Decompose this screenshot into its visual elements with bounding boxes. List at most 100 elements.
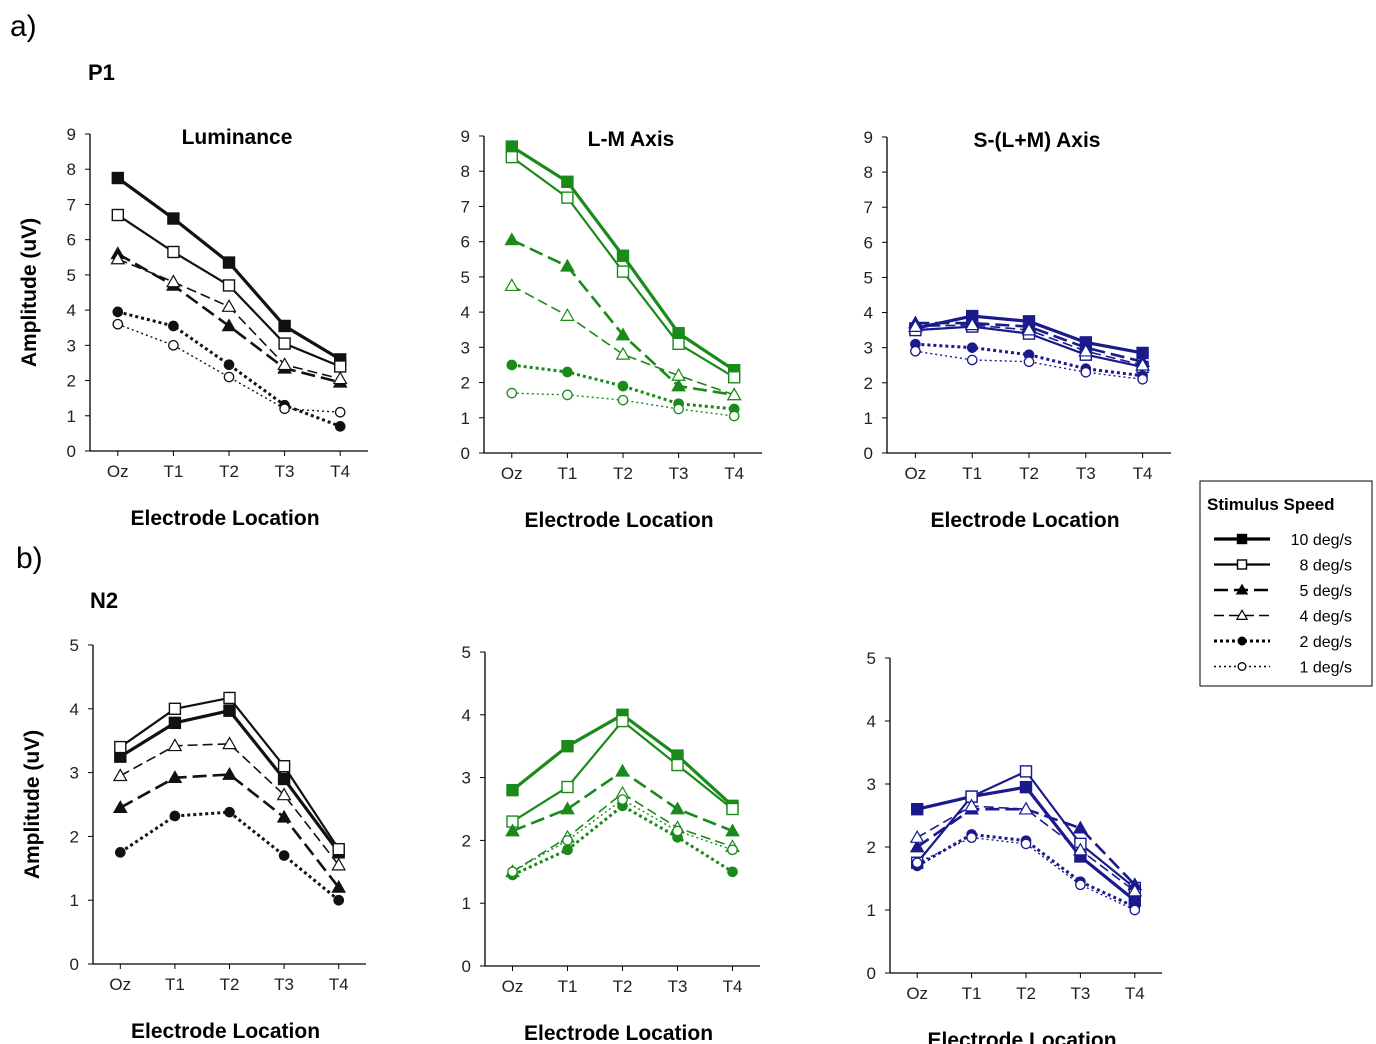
y-tick-label: 1 xyxy=(70,891,79,910)
data-point xyxy=(223,704,236,717)
series-2 xyxy=(111,208,347,373)
data-point xyxy=(507,866,518,878)
data-point xyxy=(114,847,126,858)
data-point xyxy=(277,772,291,786)
legend-label: 5 deg/s xyxy=(1300,583,1352,600)
data-point xyxy=(112,306,124,318)
y-tick-label: 0 xyxy=(864,444,873,463)
y-tick-label: 2 xyxy=(70,827,79,846)
series-6 xyxy=(112,318,346,418)
data-point xyxy=(1019,765,1033,778)
data-point xyxy=(334,421,346,432)
data-point xyxy=(112,800,128,814)
chart-title: L-M Axis xyxy=(588,128,675,151)
y-tick-label: 0 xyxy=(867,964,876,983)
data-point xyxy=(168,320,179,332)
data-point xyxy=(560,308,575,321)
x-tick-label: Oz xyxy=(109,975,131,994)
y-axis-title: Amplitude (uV) xyxy=(21,730,44,879)
data-point xyxy=(223,371,235,383)
x-tick-label: T3 xyxy=(669,464,689,483)
data-point xyxy=(964,798,979,812)
data-point xyxy=(112,318,124,330)
data-point xyxy=(1137,373,1148,385)
data-point xyxy=(561,780,574,794)
y-tick-label: 6 xyxy=(461,233,470,252)
x-tick-label: T3 xyxy=(668,977,688,996)
chart-title: Luminance xyxy=(182,126,293,149)
x-axis-title: Electrode Location xyxy=(524,1022,713,1044)
y-tick-label: 5 xyxy=(461,268,470,287)
y-tick-label: 7 xyxy=(67,195,76,214)
series-4 xyxy=(112,736,347,871)
legend-entry: 2 deg/s xyxy=(1214,634,1352,651)
legend-label: 8 deg/s xyxy=(1300,558,1352,575)
x-tick-label: T2 xyxy=(1019,464,1039,483)
y-tick-label: 1 xyxy=(867,901,876,920)
data-point xyxy=(615,346,631,360)
data-point xyxy=(726,802,739,816)
legend-label: 4 deg/s xyxy=(1300,609,1352,626)
data-point xyxy=(333,894,345,906)
x-tick-label: T2 xyxy=(219,462,239,481)
series-4 xyxy=(110,251,348,385)
data-point xyxy=(671,367,686,381)
y-tick-label: 3 xyxy=(462,769,471,788)
chart-2: 0 1 2 3 4 5 6 7 8 9 Oz T1 T2 T3 T4 L-M Axis Electrode Lo… xyxy=(461,127,762,532)
legend-entry: 4 deg/s xyxy=(1214,609,1352,626)
data-point xyxy=(672,825,683,837)
x-tick-label: T4 xyxy=(329,975,349,994)
data-point xyxy=(276,809,292,823)
y-tick-label: 2 xyxy=(462,831,471,850)
data-point xyxy=(562,366,573,378)
data-point xyxy=(728,410,740,422)
data-point xyxy=(560,801,575,815)
data-point xyxy=(1075,879,1086,891)
data-point xyxy=(1129,904,1141,916)
x-tick-label: T3 xyxy=(1070,984,1090,1003)
x-tick-label: T3 xyxy=(274,975,294,994)
data-point xyxy=(168,340,179,351)
data-point xyxy=(111,171,125,185)
data-point xyxy=(506,783,519,797)
panel-a-label: a) xyxy=(10,10,37,43)
series-5 xyxy=(114,806,345,906)
x-axis-title: Electrode Location xyxy=(131,1020,320,1043)
data-point xyxy=(222,256,236,269)
x-tick-label: T1 xyxy=(165,975,185,994)
series-3 xyxy=(505,763,740,837)
x-tick-label: T1 xyxy=(558,977,578,996)
data-point xyxy=(561,191,574,204)
series-line xyxy=(119,709,340,854)
data-point xyxy=(168,716,182,730)
series-4 xyxy=(504,278,742,401)
data-point xyxy=(1021,322,1037,336)
x-tick-label: T2 xyxy=(613,464,633,483)
data-point xyxy=(166,274,181,288)
y-tick-label: 9 xyxy=(461,127,470,146)
data-point xyxy=(331,879,347,893)
series-5 xyxy=(507,800,738,881)
x-tick-label: T1 xyxy=(962,464,982,483)
data-point xyxy=(616,249,630,262)
data-point xyxy=(222,766,237,780)
x-tick-label: Oz xyxy=(906,984,928,1003)
x-tick-label: T3 xyxy=(275,462,295,481)
data-point xyxy=(1080,366,1092,378)
data-point xyxy=(167,770,183,784)
data-point xyxy=(278,337,291,350)
data-point xyxy=(964,317,980,331)
x-tick-label: Oz xyxy=(502,977,524,996)
data-point xyxy=(561,740,574,753)
y-tick-label: 3 xyxy=(67,336,76,355)
component-a-label: P1 xyxy=(88,60,115,85)
data-point xyxy=(221,318,237,332)
data-point xyxy=(966,354,978,366)
y-tick-label: 8 xyxy=(67,160,76,179)
y-tick-label: 0 xyxy=(461,444,470,463)
data-point xyxy=(221,299,237,312)
data-point xyxy=(110,251,126,265)
legend-title: Stimulus Speed xyxy=(1207,495,1335,514)
x-tick-label: T4 xyxy=(1125,984,1145,1003)
series-line xyxy=(511,363,735,411)
